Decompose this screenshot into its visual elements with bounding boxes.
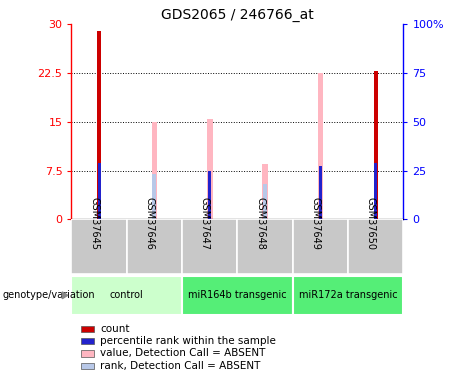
Bar xyxy=(81,350,94,357)
Bar xyxy=(319,166,322,219)
Text: GSM37647: GSM37647 xyxy=(200,197,210,250)
Bar xyxy=(293,276,403,315)
Bar xyxy=(81,338,94,344)
Text: GSM37650: GSM37650 xyxy=(366,197,376,250)
Bar xyxy=(263,184,267,219)
Text: miR164b transgenic: miR164b transgenic xyxy=(188,290,287,300)
Bar xyxy=(207,118,213,219)
Text: GSM37646: GSM37646 xyxy=(144,197,154,250)
Bar xyxy=(81,363,94,369)
Title: GDS2065 / 246766_at: GDS2065 / 246766_at xyxy=(161,8,314,22)
Text: rank, Detection Call = ABSENT: rank, Detection Call = ABSENT xyxy=(100,361,261,371)
Bar xyxy=(348,219,403,274)
Bar xyxy=(208,171,211,219)
Text: count: count xyxy=(100,324,130,334)
Text: GSM37645: GSM37645 xyxy=(89,197,99,250)
Bar xyxy=(293,219,348,274)
Text: GSM37649: GSM37649 xyxy=(310,197,320,250)
Bar xyxy=(153,174,156,219)
FancyArrow shape xyxy=(62,292,68,298)
Bar xyxy=(81,326,94,332)
Bar xyxy=(98,163,100,219)
Text: percentile rank within the sample: percentile rank within the sample xyxy=(100,336,276,346)
Bar xyxy=(182,219,237,274)
Text: genotype/variation: genotype/variation xyxy=(2,290,95,300)
Bar xyxy=(237,219,293,274)
Bar xyxy=(71,219,127,274)
Text: GSM37648: GSM37648 xyxy=(255,197,265,250)
Bar xyxy=(182,276,293,315)
Text: control: control xyxy=(110,290,144,300)
Bar xyxy=(152,122,157,219)
Bar xyxy=(71,276,182,315)
Bar xyxy=(97,31,101,219)
Bar xyxy=(262,164,268,219)
Bar xyxy=(318,73,323,219)
Bar xyxy=(127,219,182,274)
Text: miR172a transgenic: miR172a transgenic xyxy=(299,290,397,300)
Bar xyxy=(373,71,378,219)
Text: value, Detection Call = ABSENT: value, Detection Call = ABSENT xyxy=(100,348,266,358)
Bar xyxy=(374,163,377,219)
